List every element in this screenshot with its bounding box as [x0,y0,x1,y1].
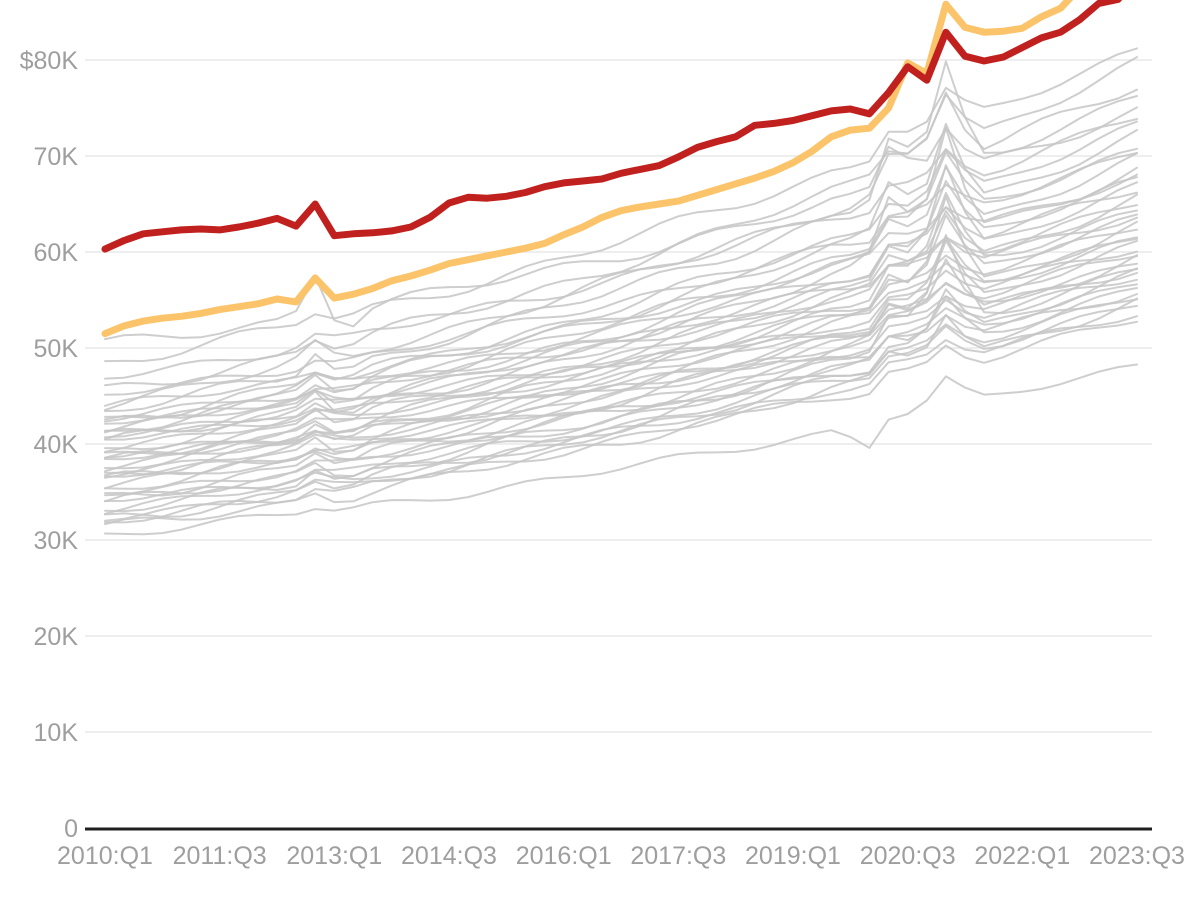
gray-series-line [104,237,1138,441]
gray-series-line [104,106,1138,341]
y-axis-tick-label: 0 [64,815,78,843]
y-axis-tick-label: 60K [34,239,79,267]
x-axis-tick-label: 2017:Q3 [630,842,726,870]
y-axis-tick-label: 40K [34,431,79,459]
gray-series-line [104,228,1138,439]
gray-series-line [104,60,1138,413]
gray-series-line [104,267,1138,518]
gray-series-line [104,152,1138,396]
gray-series-line [104,88,1138,411]
y-axis-tick-label: $80K [20,47,79,75]
gray-series-line [104,234,1138,513]
x-axis-tick-label: 2010:Q1 [57,842,153,870]
gray-series-line [104,239,1138,497]
x-axis-tick-label: 2016:Q1 [516,842,612,870]
gray-series-line [104,193,1138,459]
gray-series-line [104,191,1138,470]
highlighted-series-amber [101,0,1074,338]
y-axis-tick-label: 50K [34,335,79,363]
gray-series-line [104,195,1138,477]
gray-series-line [104,363,1138,536]
gray-series-line [104,126,1138,440]
gray-series-line [104,152,1138,433]
y-axis-tick-label: 70K [34,143,79,171]
gray-series-line [104,297,1138,526]
gray-series-line [104,47,1138,363]
gray-series-line [104,320,1138,522]
y-axis-tick-label: 30K [34,527,79,555]
gray-series-line [104,191,1138,423]
gray-series-line [104,250,1138,453]
x-axis-tick-label: 2020:Q3 [860,842,956,870]
gray-series-line [104,147,1138,432]
x-axis-tick-label: 2023:Q3 [1089,842,1185,870]
y-axis-tick-label: 10K [34,719,79,747]
gray-series-line [104,236,1138,490]
gray-series-line [104,304,1138,502]
x-axis-tick-label: 2013:Q1 [286,842,382,870]
gray-series-line [104,120,1138,419]
gray-series-line [104,173,1138,407]
x-axis-tick-label: 2011:Q3 [173,842,267,870]
gray-series-line [104,164,1138,456]
y-axis-tick-label: 20K [34,623,79,651]
gray-series-line [104,315,1138,515]
gray-series-line [104,254,1138,503]
x-axis-tick-label: 2019:Q1 [745,842,841,870]
x-axis-tick-label: 2022:Q1 [974,842,1070,870]
highlighted-series-red [101,0,1123,253]
x-axis-tick-label: 2014:Q3 [401,842,497,870]
